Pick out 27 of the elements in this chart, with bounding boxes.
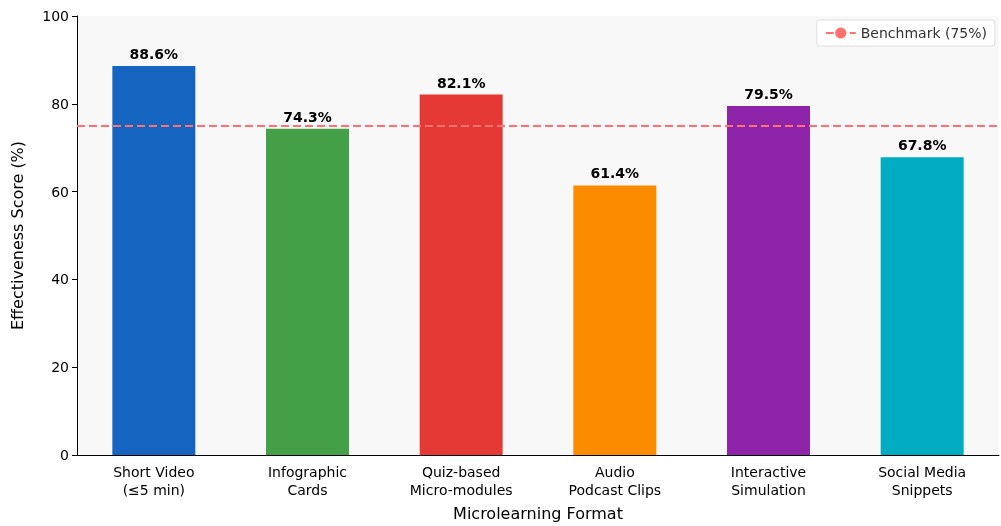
data-label: 82.1% — [436, 74, 486, 91]
data-label: 74.3% — [283, 108, 332, 125]
x-tick-label: Audio Podcast Clips — [568, 464, 662, 498]
x-tick-label: Quiz-based Micro-modules — [409, 464, 513, 498]
x-tick-label: Short Video (≤5 min) — [113, 464, 195, 498]
y-tick-label: 0 — [60, 447, 69, 463]
y-axis-title: Effectiveness Score (%) — [7, 140, 27, 331]
y-tick-label: 60 — [51, 183, 69, 200]
y-tick-label: 20 — [51, 359, 69, 376]
y-tick-label: 40 — [51, 271, 69, 288]
bar — [727, 106, 810, 455]
x-tick-label: Infographic Cards — [267, 464, 348, 498]
bar — [880, 157, 964, 455]
bar — [573, 185, 657, 455]
y-tick-label: 80 — [51, 95, 69, 112]
x-tick-label: Social Media Snippets — [878, 464, 967, 498]
data-label: 61.4% — [590, 165, 640, 182]
data-label: 79.5% — [744, 86, 793, 102]
y-tick-label: 100 — [42, 8, 69, 24]
x-axis-title: Microlearning Format — [453, 503, 623, 523]
data-label: 88.6% — [129, 46, 179, 63]
bar — [112, 66, 196, 455]
legend-label: Benchmark (75%) — [860, 25, 987, 41]
bar — [419, 94, 503, 455]
bar — [266, 128, 349, 455]
data-label: 67.8% — [897, 137, 947, 154]
x-tick-label: Interactive Simulation — [730, 464, 807, 498]
